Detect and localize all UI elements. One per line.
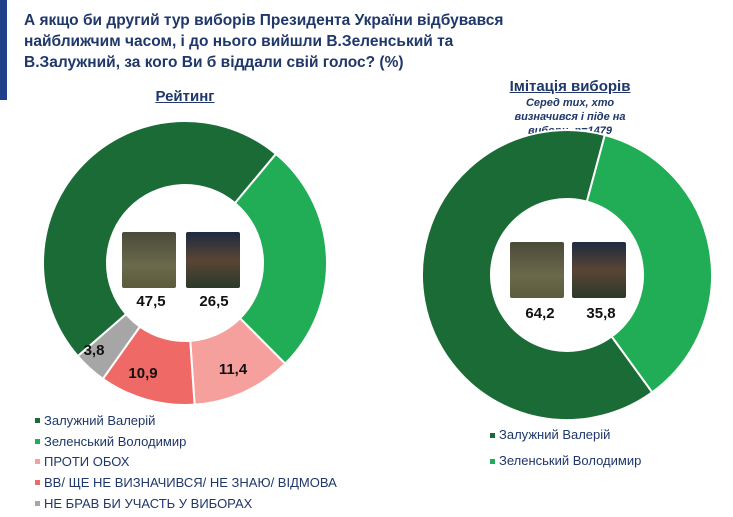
donut-slice — [76, 312, 142, 381]
legend-label: ПРОТИ ОБОХ — [44, 454, 130, 470]
accent-bar — [0, 0, 7, 100]
data-label: 47,5 — [136, 293, 165, 310]
donut-slice — [421, 129, 654, 421]
donut-slice — [42, 120, 278, 358]
legend-item: НЕ БРАВ БИ УЧАСТЬ У ВИБОРАХ — [35, 493, 337, 514]
zaluzhny-photo — [122, 232, 176, 288]
data-label: 3,8 — [84, 342, 105, 359]
legend-swatch — [35, 500, 40, 506]
chart-title-simulation: Імітація виборів — [509, 78, 631, 95]
data-label: 35,8 — [586, 305, 615, 322]
legend-swatch — [35, 459, 40, 465]
data-label: 64,2 — [525, 305, 554, 322]
legend-item: Залужний Валерій — [35, 410, 337, 431]
legend-label: Зеленський Володимир — [44, 433, 187, 449]
data-label: 11,4 — [219, 361, 248, 378]
legend-label: ВВ/ ЩЕ НЕ ВИЗНАЧИВСЯ/ НЕ ЗНАЮ/ ВІДМОВА — [44, 474, 337, 490]
legend-item: ПРОТИ ОБОХ — [35, 451, 337, 472]
zelensky-photo — [186, 232, 240, 288]
legend-simulation: Залужний Валерій Зеленський Володимир — [490, 422, 641, 474]
legend-label: НЕ БРАВ БИ УЧАСТЬ У ВИБОРАХ — [44, 495, 253, 511]
legend-swatch — [490, 458, 495, 464]
legend-swatch — [35, 417, 40, 423]
data-label: 10,9 — [128, 365, 157, 382]
chart-title-rating: Рейтинг — [155, 88, 215, 105]
legend-rating: Залужний Валерій Зеленський Володимир ПРОТ… — [35, 410, 337, 513]
legend-swatch — [490, 432, 495, 438]
legend-item: ВВ/ ЩЕ НЕ ВИЗНАЧИВСЯ/ НЕ ЗНАЮ/ ВІДМОВА — [35, 472, 337, 493]
donut-slice — [233, 152, 328, 366]
legend-item: Залужний Валерій — [490, 422, 641, 448]
legend-item: Зеленський Володимир — [35, 431, 337, 452]
legend-item: Зеленський Володимир — [490, 448, 641, 474]
donut-slice — [585, 133, 713, 394]
page-title: А якщо би другий тур виборів Президента … — [24, 12, 504, 71]
zelensky-photo-2 — [572, 242, 626, 298]
data-label: 26,5 — [199, 293, 228, 310]
zaluzhny-photo-2 — [510, 242, 564, 298]
legend-label: Залужний Валерій — [44, 412, 156, 428]
legend-label: Залужний Валерій — [499, 427, 611, 442]
legend-swatch — [35, 438, 40, 444]
legend-swatch — [35, 479, 40, 485]
legend-label: Зеленський Володимир — [499, 453, 642, 468]
